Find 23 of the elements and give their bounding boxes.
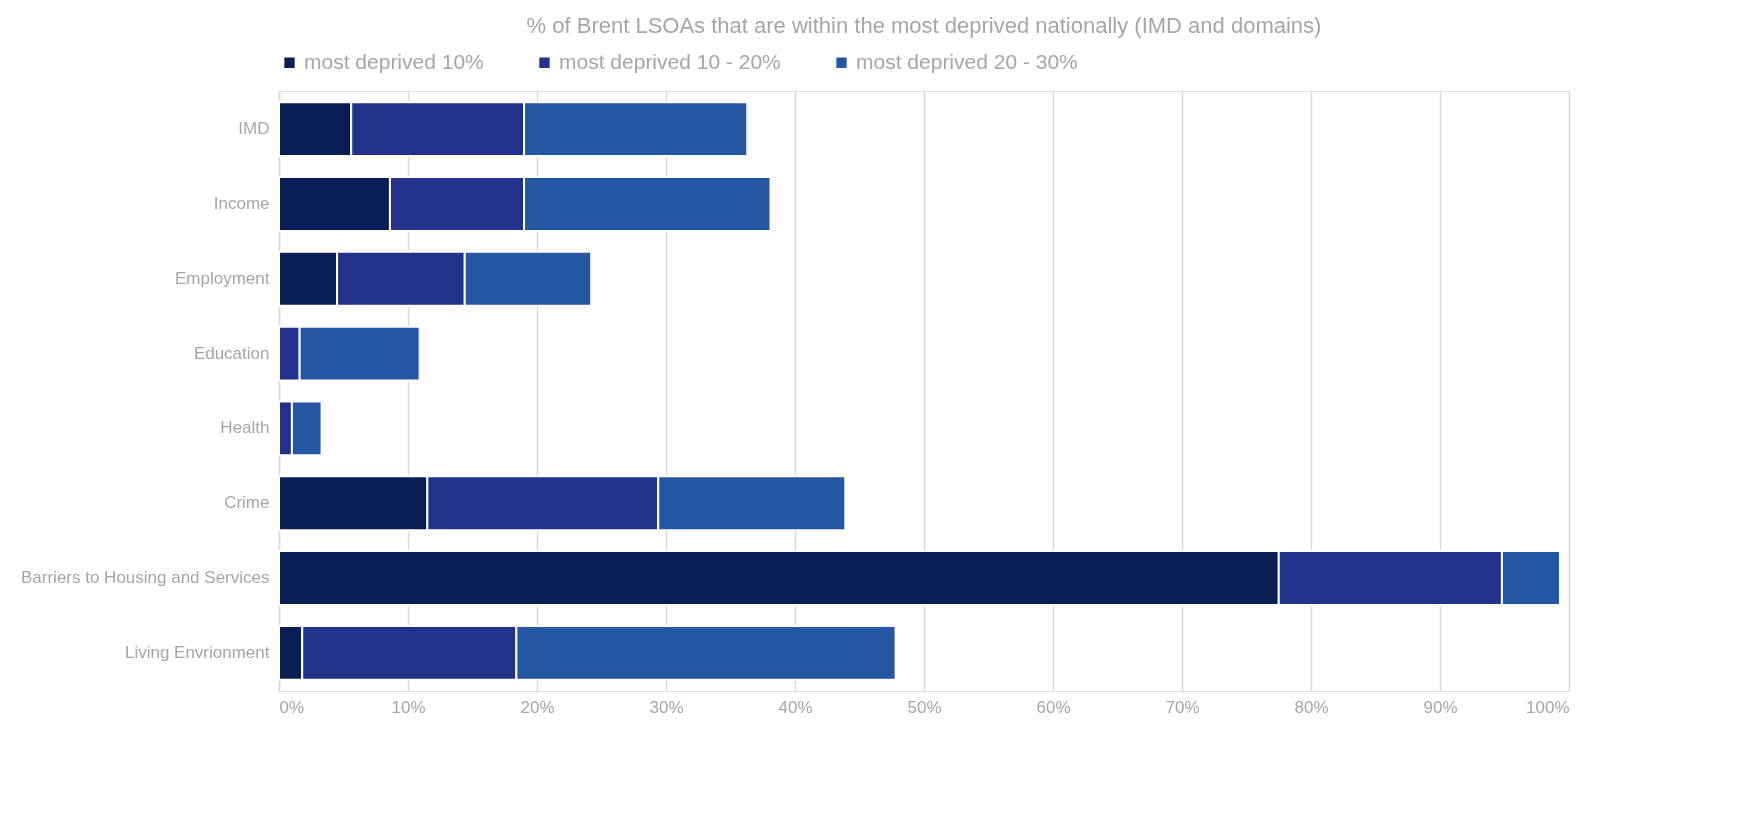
x-tick-label: 20% (520, 697, 555, 717)
x-tick-label: 80% (1294, 697, 1329, 717)
y-tick-label: Barriers to Housing and Services (20, 568, 270, 588)
y-tick-label: IMD (238, 119, 270, 139)
y-tick-label: Health (220, 418, 270, 438)
legend-label: most deprived 20 - 30% (856, 49, 1078, 73)
y-tick-label: Crime (224, 493, 270, 513)
legend-label: most deprived 10% (304, 49, 484, 73)
y-tick-label: Living Envrionment (124, 642, 270, 662)
x-tick-label: 0% (279, 697, 305, 717)
x-tick-label: 70% (1165, 697, 1200, 717)
y-tick-label: Education (193, 343, 270, 363)
chart-title: % of Brent LSOAs that are within the most deprived nationally (IMD and domains) (526, 13, 1322, 38)
y-tick-label: Income (213, 193, 270, 213)
legend-label: most deprived 10 - 20% (559, 49, 781, 73)
x-tick-label: 40% (778, 697, 813, 717)
x-tick-label: 90% (1423, 697, 1458, 717)
x-tick-label: 50% (907, 697, 942, 717)
x-tick-label: 60% (1036, 697, 1071, 717)
x-tick-label: 30% (649, 697, 684, 717)
y-tick-label: Employment (175, 268, 270, 288)
x-tick-label: 100% (1526, 697, 1570, 717)
x-tick-label: 10% (391, 697, 426, 717)
